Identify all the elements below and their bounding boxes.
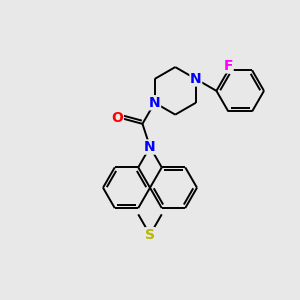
Text: N: N (190, 72, 202, 86)
Text: N: N (149, 96, 161, 110)
Text: N: N (144, 140, 156, 154)
Text: O: O (112, 110, 123, 124)
Text: F: F (224, 59, 233, 73)
Text: S: S (145, 228, 155, 242)
